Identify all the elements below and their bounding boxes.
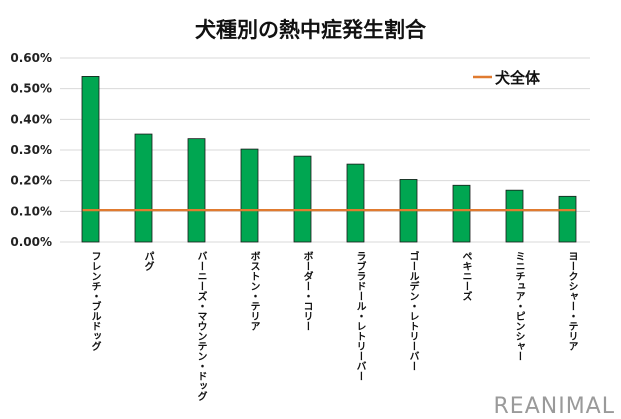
x-category-label: ラブラドール・レトリーバー [354,251,366,381]
x-category-label: パグ [142,251,154,272]
y-tick-label: 0.60% [10,51,52,65]
chart-title: 犬種別の熱中症発生割合 [195,18,426,42]
y-tick-label: 0.10% [10,204,52,218]
bar [452,184,471,243]
bar [81,76,100,243]
x-category-label: ヨークシャー・テリア [566,251,578,351]
bar [134,133,153,243]
bar [293,155,312,243]
x-category-label: ペキニーズ [460,251,472,301]
x-category-label: ボーダー・コリー [301,251,313,331]
bar [240,148,259,243]
y-tick-label: 0.50% [10,82,52,96]
x-category-label: ボストン・テリア [248,251,260,331]
bar [558,195,577,243]
bar [346,163,365,243]
x-category-label: フレンチ・ブルドッグ [89,251,101,352]
x-category-label: ゴールデン・レトリーバー [407,250,419,371]
legend-label: 犬全体 [495,69,541,87]
y-tick-label: 0.20% [10,174,52,188]
watermark-logo: REANIMAL [493,394,615,419]
bar [187,138,206,243]
x-category-label: ミニチュア・ピンシャー [513,251,525,361]
y-tick-label: 0.40% [10,112,52,126]
y-tick-label: 0.00% [10,235,52,249]
y-tick-label: 0.30% [10,143,52,157]
bar [505,189,524,243]
x-category-label: バーニーズ・マウンテン・ドッグ [195,251,207,402]
